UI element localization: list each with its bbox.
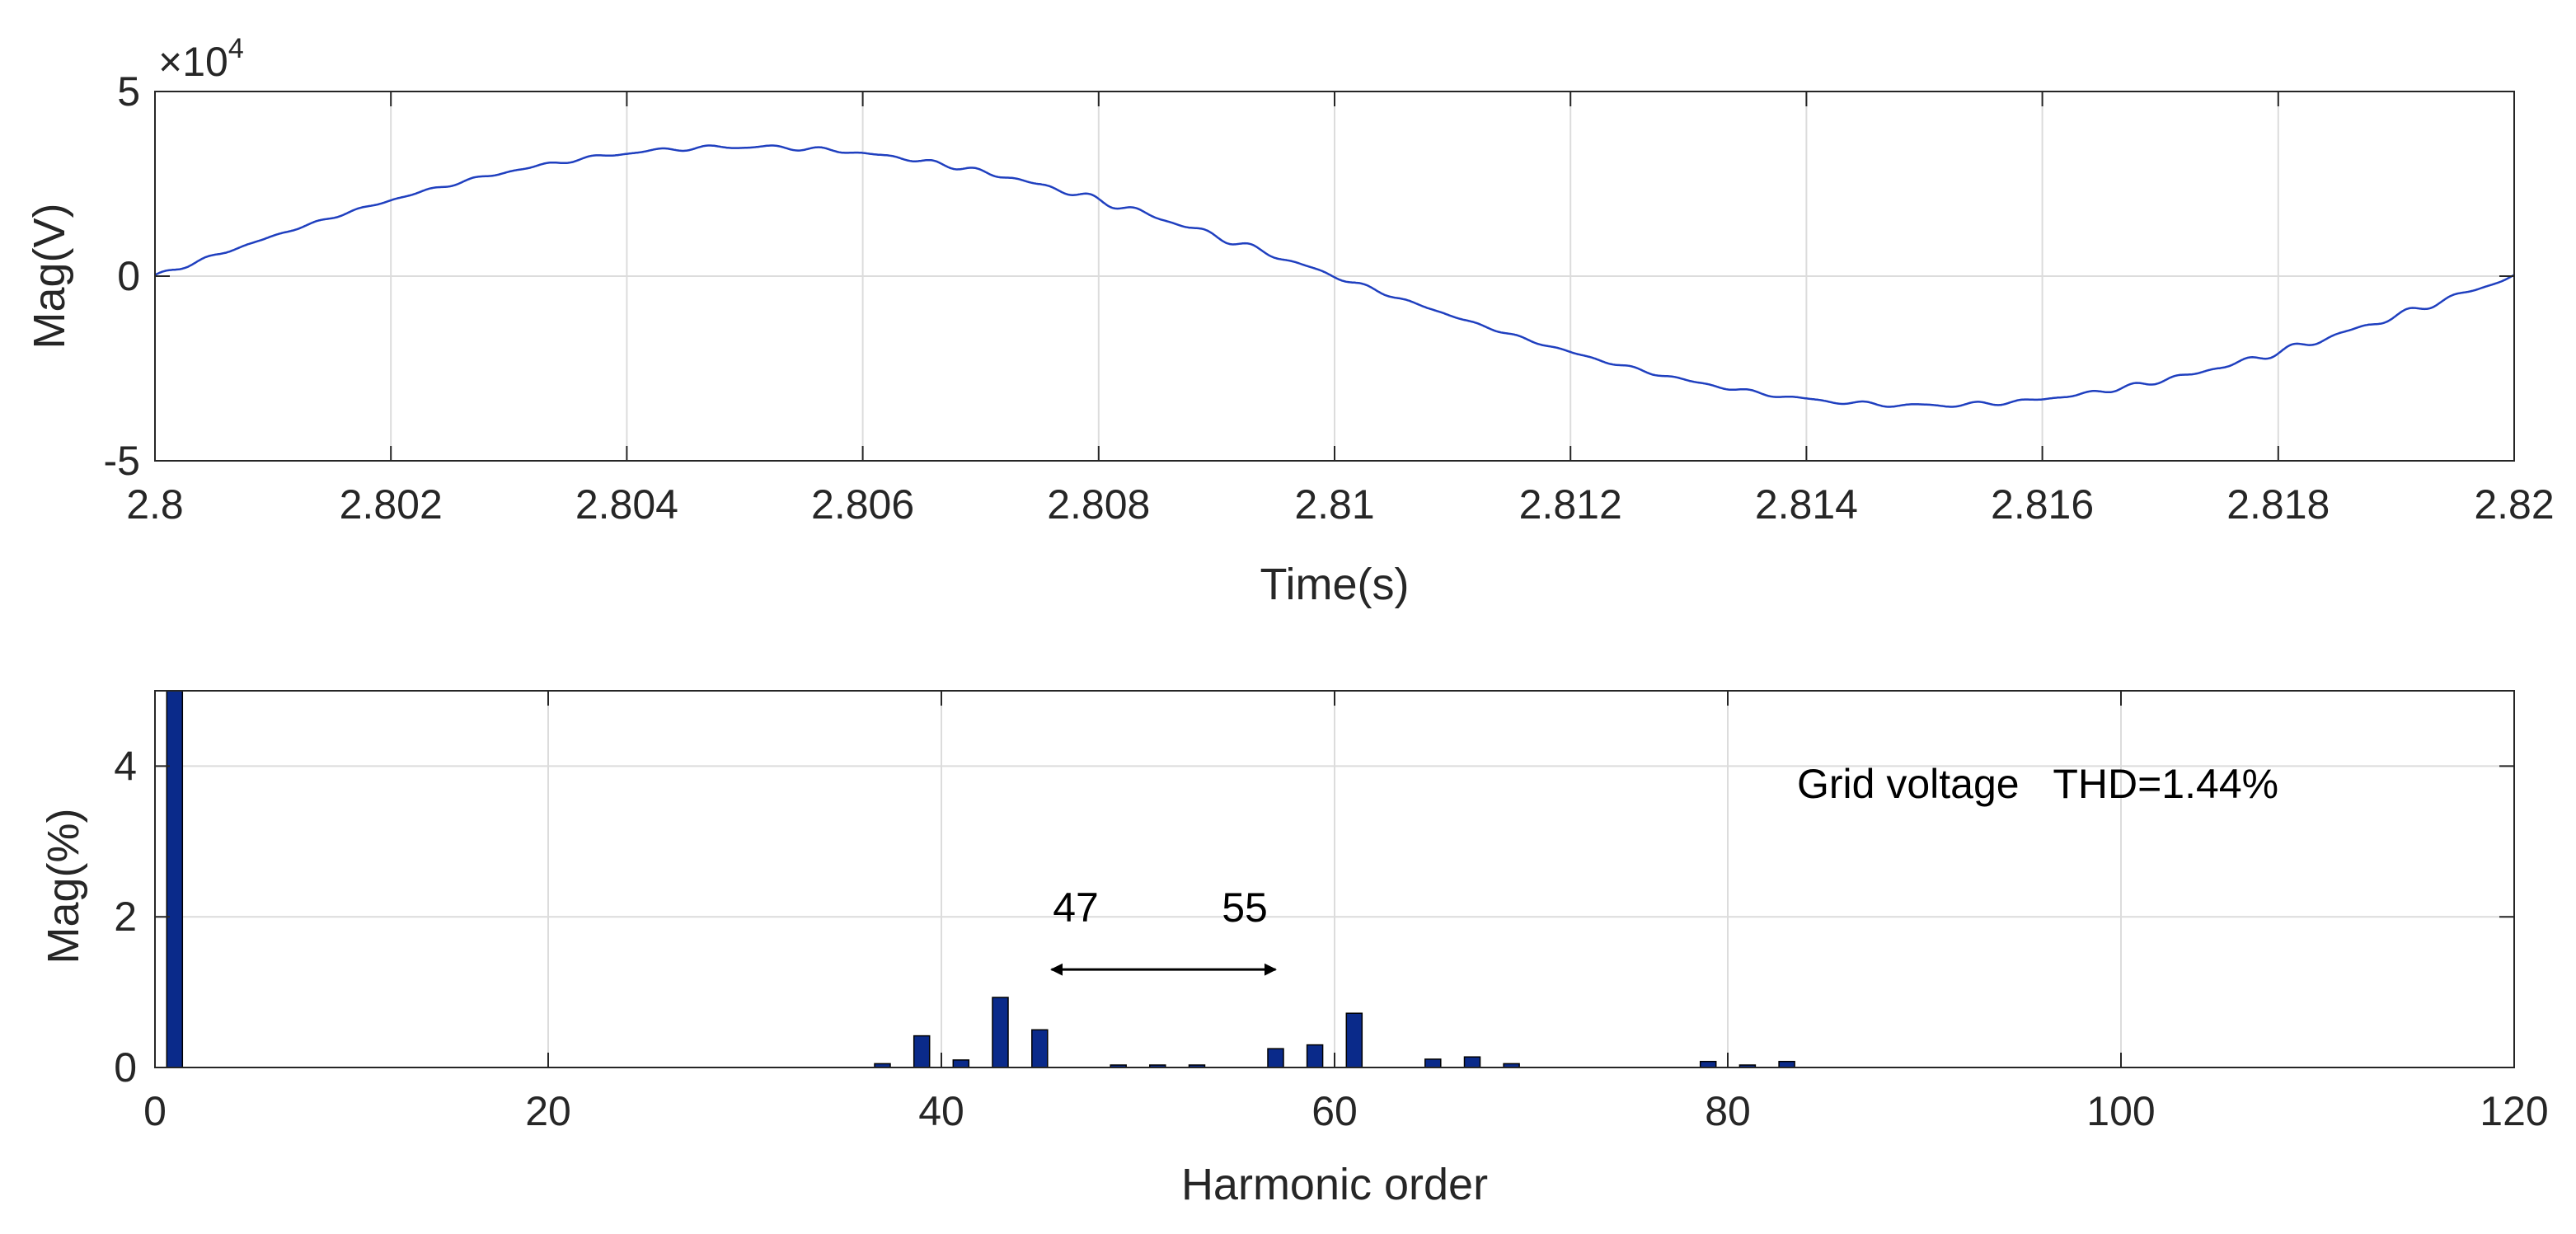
time-x-tick-label: 2.804 bbox=[575, 481, 678, 528]
time-x-tick-label: 2.81 bbox=[1294, 481, 1374, 528]
spectrum-y-tick-label: 4 bbox=[114, 743, 137, 789]
spectrum-x-axis-label: Harmonic order bbox=[1181, 1160, 1488, 1209]
time-y-tick-label: 5 bbox=[117, 68, 140, 115]
time-y-tick-label: -5 bbox=[104, 438, 140, 484]
y-exponent-power: 4 bbox=[228, 33, 244, 64]
time-x-tick-label: 2.802 bbox=[340, 481, 443, 528]
harmonic-bar bbox=[992, 997, 1009, 1068]
time-x-tick-label: 2.816 bbox=[1991, 481, 2094, 528]
time-x-tick-label: 2.82 bbox=[2474, 481, 2554, 528]
harmonic-bar bbox=[1306, 1044, 1324, 1068]
harmonic-bar bbox=[1424, 1058, 1442, 1068]
harmonic-bar bbox=[1778, 1060, 1795, 1068]
spectrum-x-tick-label: 0 bbox=[143, 1088, 167, 1134]
spectrum-plot-grid bbox=[155, 691, 2514, 1067]
y-exponent-label: ×104 bbox=[158, 33, 244, 85]
grid-voltage-waveform bbox=[154, 144, 2515, 408]
time-plot: 2.8 2.802 2.804 2.806 2.808 2.81 2.812 2.814 2.8… bbox=[25, 33, 2555, 609]
time-x-tick-label: 2.812 bbox=[1519, 481, 1622, 528]
spectrum-x-tick-label: 20 bbox=[525, 1088, 571, 1134]
time-y-tick-label: 0 bbox=[117, 253, 140, 299]
harmonic-bar bbox=[1345, 1012, 1363, 1068]
spectrum-x-tick-labels: 0 20 40 60 80 100 120 bbox=[143, 1088, 2549, 1134]
spectrum-x-tick-label: 60 bbox=[1311, 1088, 1358, 1134]
spectrum-x-tick-label: 40 bbox=[918, 1088, 964, 1134]
harmonic-bar bbox=[913, 1035, 931, 1068]
harmonic-bar bbox=[1463, 1056, 1481, 1068]
time-x-tick-label: 2.8 bbox=[126, 481, 184, 528]
harmonic-bar bbox=[1031, 1029, 1049, 1068]
spectrum-x-tick-label: 100 bbox=[2086, 1088, 2155, 1134]
spectrum-y-tick-label: 2 bbox=[114, 894, 137, 940]
time-x-axis-label: Time(s) bbox=[1260, 560, 1410, 609]
thd-annotation: Grid voltage THD=1.44% bbox=[1797, 761, 2278, 807]
spectrum-y-axis-label: Mag(%) bbox=[39, 808, 88, 964]
spectrum-plot: 0 20 40 60 80 100 120 0 2 4 Grid voltage THD=1.4… bbox=[39, 690, 2549, 1209]
spectrum-y-tick-labels: 0 2 4 bbox=[114, 743, 137, 1091]
spectrum-x-tick-label: 80 bbox=[1705, 1088, 1751, 1134]
spectrum-y-tick-label: 0 bbox=[114, 1044, 137, 1091]
time-x-tick-label: 2.818 bbox=[2226, 481, 2330, 528]
time-x-tick-label: 2.814 bbox=[1755, 481, 1858, 528]
time-x-tick-labels: 2.8 2.802 2.804 2.806 2.808 2.81 2.812 2.814 2.8… bbox=[126, 481, 2554, 528]
harmonic-bar bbox=[952, 1059, 970, 1068]
time-plot-ticks bbox=[154, 91, 2515, 462]
time-y-axis-label: Mag(V) bbox=[25, 203, 74, 349]
time-x-tick-label: 2.806 bbox=[811, 481, 914, 528]
harmonic-bars bbox=[166, 690, 1795, 1068]
y-exponent-base: ×10 bbox=[158, 39, 228, 85]
harmonic-bar bbox=[1699, 1060, 1717, 1068]
spectrum-plot-ticks bbox=[154, 691, 2515, 1068]
time-x-tick-label: 2.808 bbox=[1047, 481, 1150, 528]
harmonic-bar bbox=[166, 690, 184, 1068]
range-start-label: 47 bbox=[1053, 884, 1099, 931]
harmonic-bar bbox=[1267, 1048, 1284, 1068]
range-end-label: 55 bbox=[1222, 884, 1268, 931]
time-y-tick-labels: -5 0 5 bbox=[104, 68, 140, 484]
spectrum-x-tick-label: 120 bbox=[2480, 1088, 2548, 1134]
